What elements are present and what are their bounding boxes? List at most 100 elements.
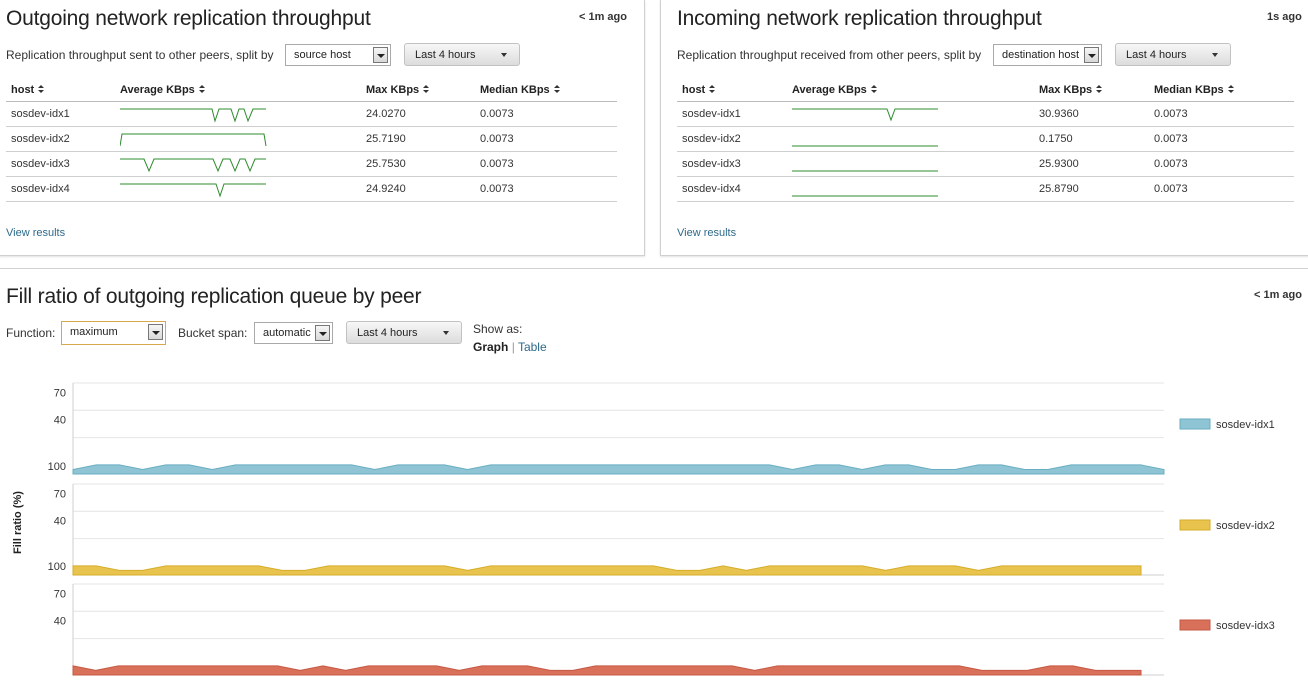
fill-ratio-title: Fill ratio of outgoing replication queue… (6, 285, 422, 308)
legend-label: sosdev-idx3 (1216, 620, 1275, 632)
column-header-average[interactable]: Average KBps (115, 80, 361, 102)
cell-host: sosdev-idx4 (677, 176, 787, 202)
sparkline-cell (787, 176, 1034, 202)
show-as-graph-option[interactable]: Graph (473, 340, 509, 354)
fill-ratio-time-range-button[interactable]: Last 4 hours (346, 321, 462, 344)
sparkline-cell (115, 151, 361, 177)
sort-icon (198, 85, 205, 94)
y-tick-label: 40 (54, 616, 66, 628)
cell-max: 25.7530 (361, 151, 475, 177)
series-area-sosdev-idx3 (72, 665, 1142, 676)
y-tick-label: 70 (54, 488, 66, 500)
legend-swatch (1179, 519, 1211, 531)
incoming-table: host Average KBps Max KBps Median KBps s… (677, 80, 1294, 202)
y-axis-title: Fill ratio (%) (12, 491, 24, 554)
sort-icon (1227, 85, 1234, 94)
bucket-span-select[interactable]: automatic (254, 322, 333, 344)
incoming-description: Replication throughput received from oth… (677, 48, 982, 62)
cell-host: sosdev-idx2 (677, 126, 787, 152)
cell-max: 30.9360 (1034, 101, 1149, 127)
y-tick-label: 100 (48, 561, 66, 573)
column-header-median[interactable]: Median KBps (1149, 80, 1294, 102)
chevron-down-icon (148, 324, 163, 340)
cell-host: sosdev-idx3 (677, 151, 787, 177)
bucket-span-select-value: automatic (263, 327, 311, 339)
bucket-span-label: Bucket span: (178, 326, 248, 340)
sort-icon (1096, 85, 1103, 94)
outgoing-updated: < 1m ago (579, 11, 627, 23)
sparkline (120, 183, 266, 198)
sort-icon (38, 85, 45, 94)
show-as-toggle: Graph | Table (473, 340, 547, 354)
cell-max: 25.8790 (1034, 176, 1149, 202)
y-tick-label: 100 (48, 461, 66, 473)
chevron-down-icon (373, 47, 388, 63)
sort-icon (553, 85, 560, 94)
cell-median: 0.0073 (1149, 126, 1294, 152)
cell-max: 25.7190 (361, 126, 475, 152)
incoming-time-range-button[interactable]: Last 4 hours (1115, 43, 1231, 66)
cell-median: 0.0073 (475, 126, 617, 152)
sparkline-cell (787, 101, 1034, 127)
cell-median: 0.0073 (475, 101, 617, 127)
fill-ratio-updated: < 1m ago (1254, 289, 1302, 301)
sort-icon (870, 85, 877, 94)
source-host-select[interactable]: source host (285, 44, 391, 66)
series-area-sosdev-idx1 (72, 464, 1165, 475)
cell-host: sosdev-idx3 (6, 151, 115, 177)
y-tick-label: 70 (54, 588, 66, 600)
chevron-down-icon (501, 53, 507, 57)
incoming-updated: 1s ago (1267, 11, 1302, 23)
cell-max: 0.1750 (1034, 126, 1149, 152)
table-row: sosdev-idx1 24.0270 0.0073 (6, 101, 617, 127)
fill-ratio-time-range-label: Last 4 hours (357, 327, 418, 339)
sparkline-cell (115, 176, 361, 202)
sparkline (120, 158, 266, 172)
cell-max: 24.9240 (361, 176, 475, 202)
show-as-table-link[interactable]: Table (517, 340, 547, 354)
series-area-sosdev-idx2 (72, 565, 1142, 576)
chevron-down-icon (1084, 47, 1099, 63)
outgoing-table: host Average KBps Max KBps Median KBps s… (6, 80, 617, 202)
source-host-select-value: source host (294, 49, 351, 61)
table-row: sosdev-idx3 25.7530 0.0073 (6, 151, 617, 177)
sort-icon (423, 85, 430, 94)
sparkline (792, 170, 938, 171)
table-header-row: host Average KBps Max KBps Median KBps (6, 80, 617, 102)
legend-label: sosdev-idx2 (1216, 520, 1275, 532)
sparkline (120, 133, 267, 146)
outgoing-time-range-button[interactable]: Last 4 hours (404, 43, 520, 66)
y-tick-label: 70 (54, 387, 66, 399)
incoming-title: Incoming network replication throughput (677, 7, 1042, 30)
legend-swatch (1179, 418, 1211, 430)
column-header-median[interactable]: Median KBps (475, 80, 617, 102)
outgoing-description: Replication throughput sent to other pee… (6, 48, 274, 62)
cell-max: 25.9300 (1034, 151, 1149, 177)
cell-host: sosdev-idx4 (6, 176, 115, 202)
column-header-average[interactable]: Average KBps (787, 80, 1034, 102)
column-header-max[interactable]: Max KBps (361, 80, 475, 102)
outgoing-view-results-link[interactable]: View results (6, 227, 66, 239)
destination-host-select[interactable]: destination host (993, 44, 1102, 66)
cell-median: 0.0073 (1149, 176, 1294, 202)
sparkline (792, 145, 938, 146)
fill-ratio-chart: Fill ratio (%) 40 70 100 sosdev-idx1 40 70 100… (0, 360, 1308, 688)
sparkline-cell (115, 126, 361, 152)
show-as-separator: | (511, 340, 515, 354)
column-header-host[interactable]: host (677, 80, 787, 102)
outgoing-time-range-label: Last 4 hours (415, 49, 476, 61)
incoming-view-results-link[interactable]: View results (677, 227, 737, 239)
chevron-down-icon (1212, 53, 1218, 57)
destination-host-select-value: destination host (1002, 49, 1080, 61)
sparkline-cell (115, 101, 361, 127)
function-select[interactable]: maximum (61, 321, 166, 345)
incoming-panel: Incoming network replication throughput … (660, 0, 1308, 256)
cell-median: 0.0073 (1149, 101, 1294, 127)
y-tick-label: 40 (54, 516, 66, 528)
table-row: sosdev-idx1 30.9360 0.0073 (677, 101, 1294, 127)
column-header-max[interactable]: Max KBps (1034, 80, 1149, 102)
column-header-host[interactable]: host (6, 80, 115, 102)
table-row: sosdev-idx2 25.7190 0.0073 (6, 126, 617, 152)
function-label: Function: (6, 326, 56, 340)
outgoing-title: Outgoing network replication throughput (6, 7, 371, 30)
